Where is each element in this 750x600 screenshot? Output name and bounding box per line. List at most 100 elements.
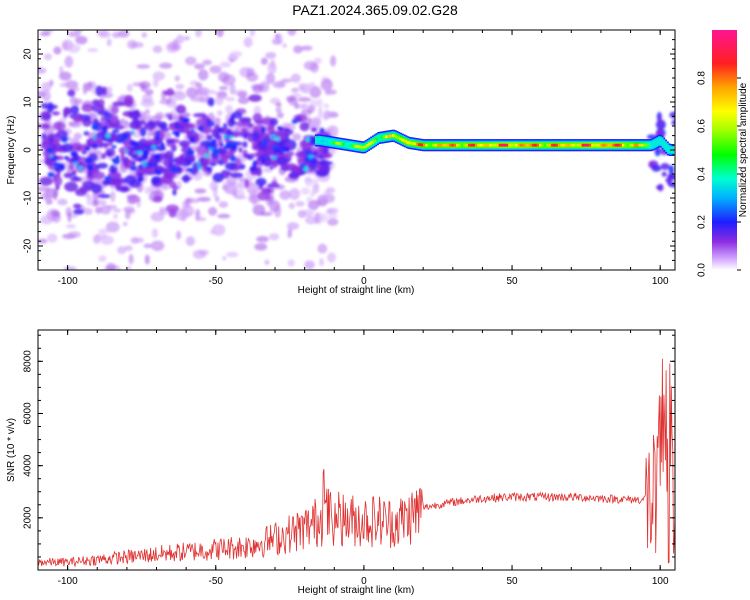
- heatmap-blob: [110, 114, 119, 124]
- ridge-core: [595, 143, 600, 147]
- heatmap-blob: [276, 112, 284, 119]
- heatmap-blob: [301, 45, 313, 51]
- heatmap-blob: [96, 162, 108, 169]
- heatmap-blob: [234, 195, 247, 200]
- ridge-cell: [661, 140, 666, 147]
- ridge-core: [553, 143, 557, 147]
- heatmap-blob: [209, 65, 222, 74]
- heatmap-blob: [257, 154, 270, 162]
- ridge-core: [610, 143, 614, 147]
- ridge-core: [584, 143, 588, 147]
- heatmap-blob: [311, 165, 316, 170]
- ridge-core: [363, 145, 367, 149]
- heatmap-blob: [137, 177, 145, 182]
- ridge-core: [439, 143, 443, 147]
- heatmap-blob: [232, 141, 238, 146]
- heatmap-blob: [53, 46, 62, 55]
- ridge-cell: [316, 137, 321, 144]
- ridge-core: [354, 144, 358, 148]
- heatmap-blob: [154, 167, 158, 175]
- ridge-core: [486, 143, 491, 147]
- ridge-core: [339, 142, 344, 146]
- heatmap-blob: [303, 166, 309, 172]
- colorbar-ticks: 0.0 0.2 0.4 0.6 0.8: [697, 71, 741, 277]
- snr-series-line: [38, 358, 675, 568]
- ridge-core: [325, 140, 329, 144]
- heatmap-blob: [229, 155, 237, 162]
- heatmap-blob: [43, 53, 53, 61]
- ridge-core: [527, 143, 531, 147]
- heatmap-blob: [151, 228, 159, 238]
- heatmap-blob: [124, 245, 133, 251]
- heatmap-blob: [195, 216, 207, 222]
- ridge-cell: [315, 137, 319, 144]
- colorbar-tick-label: 0.2: [697, 215, 708, 229]
- ridge-core: [410, 142, 415, 145]
- ridge-core: [422, 143, 427, 147]
- ridge-core: [546, 143, 550, 147]
- ridge-core: [323, 139, 327, 143]
- heatmap-blob: [192, 112, 207, 118]
- ridge-core: [536, 143, 540, 147]
- ridge-cell: [665, 144, 669, 151]
- heatmap-blob: [188, 136, 196, 144]
- heatmap-blob: [68, 121, 79, 126]
- ridge-cell: [649, 142, 653, 149]
- heatmap-blob: [291, 87, 299, 93]
- heatmap-blob: [214, 96, 224, 106]
- heatmap-blob: [288, 188, 301, 200]
- heatmap-blob: [291, 119, 298, 124]
- y-tick-label: -20: [23, 238, 34, 253]
- heatmap-blob: [327, 218, 339, 226]
- ridge-core: [607, 143, 611, 147]
- ridge-core: [491, 143, 495, 147]
- heatmap-blob: [273, 149, 281, 153]
- heatmap-blob: [660, 163, 670, 170]
- heatmap-blob: [42, 90, 51, 102]
- heatmap-blob: [209, 229, 216, 235]
- heatmap-blob: [168, 208, 177, 218]
- spectrogram-ylabel: Frequency (Hz): [6, 116, 17, 185]
- heatmap-blob: [219, 61, 231, 68]
- heatmap-blob: [174, 120, 180, 130]
- heatmap-blob: [165, 139, 175, 144]
- heatmap-blob: [300, 187, 311, 195]
- heatmap-blob: [313, 57, 322, 65]
- heatmap-blob: [293, 45, 304, 54]
- heatmap-blob: [40, 215, 53, 225]
- ridge-core: [458, 143, 462, 147]
- heatmap-blob: [111, 144, 117, 149]
- colorbar-label: Normalized spectral amplitude: [738, 82, 749, 217]
- heatmap-blob: [197, 196, 211, 202]
- heatmap-blob: [39, 176, 54, 186]
- y-tick-label: 2000: [23, 506, 34, 529]
- heatmap-blob: [151, 176, 161, 185]
- snr-xlabel: Height of straight line (km): [298, 585, 415, 596]
- heatmap-blob: [50, 143, 64, 153]
- heatmap-blob: [264, 259, 270, 266]
- heatmap-blob: [141, 32, 148, 38]
- heatmap-blob: [320, 152, 333, 159]
- ridge-core: [643, 143, 647, 147]
- heatmap-blob: [668, 182, 675, 188]
- heatmap-blob: [73, 116, 85, 123]
- heatmap-blob: [308, 154, 314, 159]
- heatmap-blob: [92, 135, 97, 140]
- heatmap-blob: [145, 108, 150, 115]
- heatmap-blob: [207, 97, 215, 107]
- ridge-core: [394, 135, 398, 139]
- ridge-core: [365, 143, 370, 147]
- heatmap-blob: [181, 117, 190, 123]
- heatmap-blob: [57, 198, 68, 206]
- heatmap-blob: [275, 156, 290, 165]
- heatmap-blob: [232, 166, 241, 171]
- heatmap-blob: [110, 164, 115, 169]
- heatmap-blob: [50, 210, 61, 217]
- colorbar-tick-label: 0.4: [697, 167, 708, 181]
- heatmap-blob: [310, 191, 315, 198]
- heatmap-blob: [197, 126, 205, 132]
- heatmap-cells: [38, 30, 675, 270]
- heatmap-blob: [327, 214, 338, 219]
- heatmap-blob: [87, 48, 99, 53]
